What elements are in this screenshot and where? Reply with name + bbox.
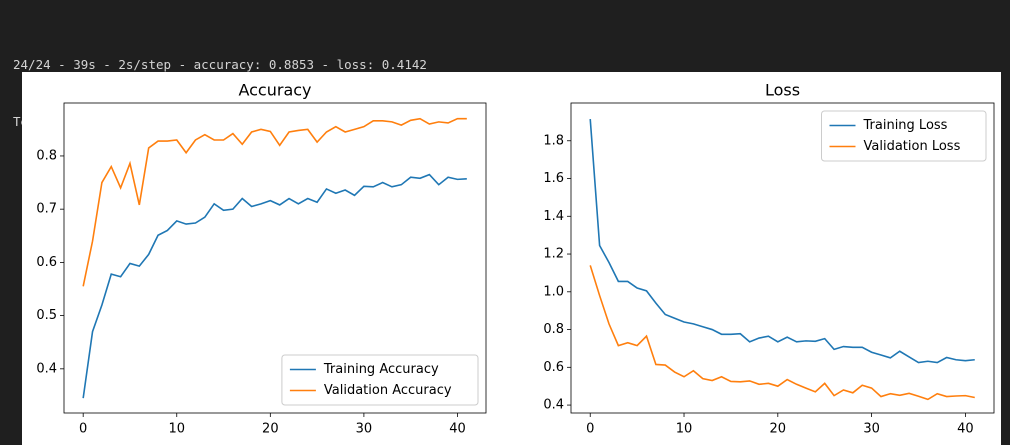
y-tick-label: 1.0 [543, 284, 564, 299]
y-tick-label: 1.6 [543, 171, 564, 186]
console-line: 24/24 - 39s - 2s/step - accuracy: 0.8853… [13, 57, 427, 72]
axes-frame [63, 102, 487, 414]
x-tick-label: 10 [676, 422, 693, 437]
chart-title: Loss [765, 81, 800, 100]
y-tick-label: 0.7 [36, 202, 57, 217]
legend-box [281, 354, 479, 406]
x-tick-label: 20 [262, 422, 279, 437]
axes-frame [570, 102, 995, 414]
y-tick-label: 0.5 [36, 308, 57, 323]
y-tick-label: 0.8 [36, 148, 57, 163]
data-line [589, 118, 975, 364]
x-tick-label: 0 [79, 422, 87, 437]
legend-box [821, 110, 987, 162]
x-tick-label: 10 [168, 422, 185, 437]
x-tick-label: 20 [770, 422, 787, 437]
x-tick-label: 40 [449, 422, 466, 437]
y-tick-label: 0.6 [543, 360, 564, 375]
legend-label: Training Accuracy [323, 362, 439, 377]
legend-label: Training Loss [863, 118, 948, 133]
chart-title: Accuracy [238, 81, 311, 100]
y-tick-label: 1.4 [543, 209, 564, 224]
legend-label: Validation Accuracy [324, 383, 452, 398]
y-tick-label: 1.8 [543, 133, 564, 148]
y-tick-label: 1.2 [543, 247, 564, 262]
data-line [589, 265, 975, 401]
y-tick-label: 0.4 [543, 398, 564, 413]
y-tick-label: 0.6 [36, 255, 57, 270]
x-tick-label: 30 [356, 422, 373, 437]
x-tick-label: 40 [957, 422, 974, 437]
y-tick-label: 0.4 [36, 361, 57, 376]
legend-label: Validation Loss [864, 139, 961, 154]
data-line [82, 117, 467, 287]
y-tick-label: 0.8 [543, 322, 564, 337]
x-tick-label: 30 [863, 422, 880, 437]
x-tick-label: 0 [586, 422, 594, 437]
data-line [82, 173, 467, 399]
